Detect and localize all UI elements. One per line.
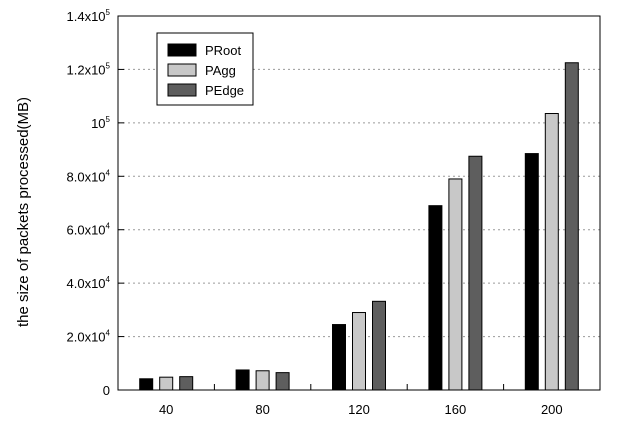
y-tick-label: 6.0x104 bbox=[67, 222, 111, 238]
bar-proot bbox=[235, 369, 250, 391]
plot-frame bbox=[117, 15, 601, 391]
bar-pagg bbox=[255, 370, 270, 391]
y-tick-label: 8.0x104 bbox=[67, 168, 111, 184]
legend-swatch bbox=[167, 43, 197, 57]
legend-label: PRoot bbox=[205, 43, 242, 58]
legend-swatch bbox=[167, 63, 197, 77]
bar-proot bbox=[524, 153, 539, 391]
bar-pedge bbox=[564, 62, 579, 391]
bar-proot bbox=[428, 205, 443, 391]
bar-pagg bbox=[544, 113, 559, 391]
y-tick-label: 0 bbox=[103, 383, 110, 398]
y-tick-label: 1.4x105 bbox=[67, 8, 111, 24]
bar-pagg bbox=[352, 312, 366, 391]
bar-pedge bbox=[372, 300, 386, 391]
x-tick-label: 80 bbox=[255, 402, 269, 417]
y-tick-label: 105 bbox=[91, 115, 110, 131]
bar-pedge bbox=[468, 155, 483, 391]
x-axis-ticks: 40 80 120 160 200 bbox=[159, 384, 563, 417]
x-tick-label: 200 bbox=[541, 402, 563, 417]
bar-pedge bbox=[275, 372, 290, 391]
y-axis-ticks: 0 2.0x104 4.0x104 6.0x104 8.0x104 105 1.2x105 1… bbox=[67, 8, 124, 398]
legend-swatch bbox=[167, 83, 197, 97]
bar-pagg bbox=[448, 178, 463, 391]
legend: PRoot PAgg PEdge bbox=[156, 32, 254, 106]
x-tick-label: 160 bbox=[445, 402, 467, 417]
bars bbox=[139, 62, 579, 391]
legend-label: PAgg bbox=[205, 63, 236, 78]
x-tick-label: 40 bbox=[159, 402, 173, 417]
legend-label: PEdge bbox=[205, 83, 244, 98]
bar-proot bbox=[332, 324, 346, 391]
y-axis-label: the size of packets processed(MB) bbox=[15, 97, 32, 327]
y-tick-label: 4.0x104 bbox=[67, 275, 111, 291]
bar-pagg bbox=[159, 376, 174, 391]
bar-pedge bbox=[179, 376, 194, 391]
y-tick-label: 2.0x104 bbox=[67, 329, 111, 345]
bar-proot bbox=[139, 378, 154, 391]
y-tick-label: 1.2x105 bbox=[67, 61, 111, 77]
x-tick-label: 120 bbox=[348, 402, 370, 417]
